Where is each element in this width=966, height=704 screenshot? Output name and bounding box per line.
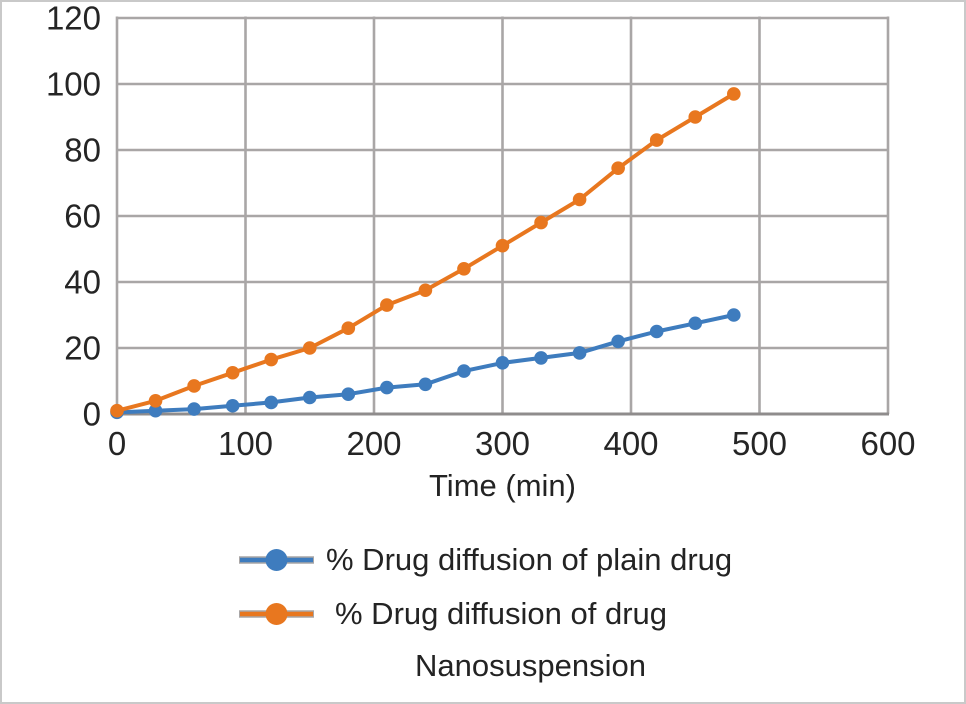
- data-point-marker: [688, 316, 703, 331]
- x-axis-title: Time (min): [429, 468, 576, 503]
- data-point-marker: [611, 334, 625, 349]
- series-line: [116, 92, 735, 413]
- legend-marker-nanosuspension: [239, 603, 314, 625]
- data-point-marker: [341, 387, 356, 402]
- data-point-marker: [264, 352, 279, 367]
- data-point-marker: [225, 365, 240, 380]
- x-tick-label: 500: [732, 425, 787, 462]
- legend-marker-plain-drug: [239, 549, 314, 571]
- data-point-marker: [225, 398, 240, 413]
- series-nanosuspension: [110, 87, 741, 418]
- tick-labels: 0 20 40 60 80 100 120 0 100 200 300 400 500 600: [46, 2, 916, 462]
- data-point-marker: [302, 341, 317, 355]
- data-point-marker: [611, 161, 625, 175]
- data-point-marker: [649, 133, 664, 147]
- data-point-marker: [534, 351, 548, 365]
- series-line: [116, 313, 735, 415]
- gridlines: [115, 16, 890, 416]
- x-tick-label: 100: [218, 425, 273, 462]
- data-point-marker: [495, 238, 510, 253]
- data-point-marker: [264, 395, 279, 410]
- data-point-marker: [457, 364, 471, 378]
- y-tick-label: 80: [64, 132, 101, 169]
- data-point-marker: [572, 192, 587, 207]
- data-point-marker: [302, 390, 317, 405]
- x-tick-label: 400: [603, 425, 658, 462]
- diffusion-line-chart: 0 20 40 60 80 100 120 0 100 200 300 400 500 600: [46, 2, 916, 462]
- data-point-marker: [457, 262, 471, 276]
- series-plain-drug: [110, 308, 741, 420]
- y-tick-label: 40: [64, 264, 101, 301]
- data-point-marker: [495, 356, 510, 370]
- x-tick-label: 300: [475, 425, 530, 462]
- legend-item-nanosuspension-line2: Nanosuspension: [415, 648, 646, 683]
- legend-label-nanosuspension-line1: % Drug diffusion of drug: [335, 596, 668, 631]
- data-point-marker: [341, 321, 356, 336]
- data-point-marker: [148, 394, 163, 408]
- data-point-marker: [727, 87, 741, 101]
- data-point-marker: [572, 346, 587, 360]
- x-tick-label: 0: [108, 425, 126, 462]
- legend-label-plain-drug: % Drug diffusion of plain drug: [326, 542, 733, 577]
- data-point-marker: [727, 308, 741, 322]
- data-point-marker: [148, 403, 163, 418]
- y-tick-label: 60: [64, 198, 101, 235]
- y-tick-label: 0: [83, 396, 101, 433]
- data-point-marker: [380, 298, 394, 312]
- data-point-marker: [649, 324, 664, 339]
- data-point-marker: [187, 402, 201, 416]
- data-point-marker: [418, 377, 433, 392]
- data-point-marker: [688, 110, 703, 124]
- data-point-marker: [534, 215, 548, 230]
- legend-label-nanosuspension-line2: Nanosuspension: [415, 648, 646, 683]
- x-tick-label: 200: [346, 425, 401, 462]
- y-tick-label: 100: [46, 66, 101, 103]
- y-tick-label: 20: [64, 330, 101, 367]
- legend-item-nanosuspension: % Drug diffusion of drug: [239, 596, 668, 631]
- data-point-marker: [418, 283, 433, 298]
- x-tick-label: 600: [860, 425, 915, 462]
- legend-item-plain-drug: % Drug diffusion of plain drug: [239, 542, 733, 577]
- data-point-marker: [380, 380, 394, 395]
- data-point-marker: [187, 379, 201, 393]
- y-tick-label: 120: [46, 2, 101, 37]
- data-point-marker: [110, 403, 124, 418]
